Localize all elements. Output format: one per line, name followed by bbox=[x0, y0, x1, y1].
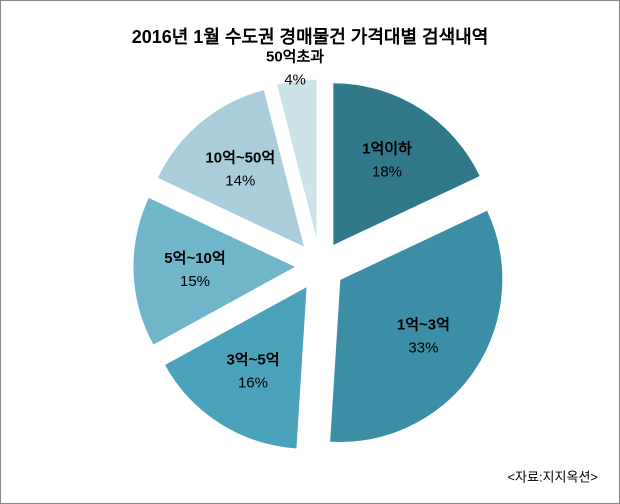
value-label: 15% bbox=[180, 273, 210, 290]
slice-label: 3억~5억 bbox=[226, 351, 279, 369]
source-note: <자료:지지옥션> bbox=[507, 469, 598, 484]
slice-label: 5억~10억 bbox=[164, 249, 225, 267]
pie-slice bbox=[163, 285, 308, 450]
slice-label: 1억~3억 bbox=[397, 315, 450, 333]
slice-label: 50억초과 bbox=[266, 48, 324, 66]
value-label: 33% bbox=[408, 339, 438, 356]
value-label: 4% bbox=[284, 72, 306, 89]
value-label: 14% bbox=[225, 173, 255, 190]
pie-slice bbox=[156, 89, 306, 249]
pie-slice bbox=[329, 209, 504, 443]
slice-label: 10억~50억 bbox=[205, 149, 275, 167]
pie-slice bbox=[132, 196, 298, 346]
chart-title: 2016년 1월 수도권 경매물건 가격대별 검색내역 bbox=[132, 27, 489, 47]
value-label: 18% bbox=[372, 163, 402, 180]
value-label: 16% bbox=[238, 375, 268, 392]
slice-label: 1억이하 bbox=[362, 139, 412, 157]
pie-slice bbox=[332, 82, 482, 247]
pie-slice bbox=[275, 78, 318, 243]
